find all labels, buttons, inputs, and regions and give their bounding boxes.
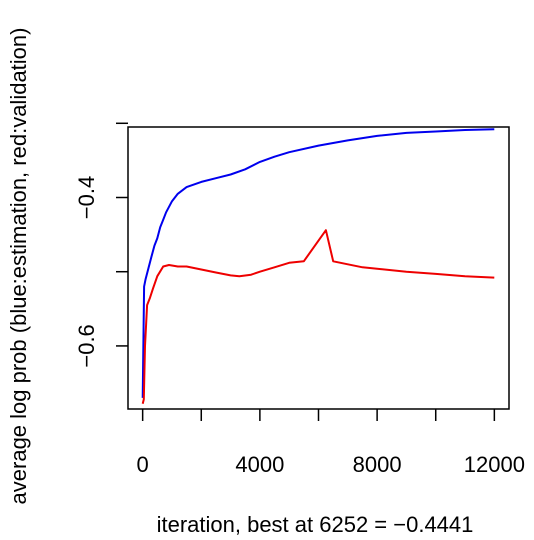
x-axis-title: iteration, best at 6252 = −0.4441 [157,512,474,537]
series-layer [141,128,495,405]
x-tick-label: 12000 [464,452,525,477]
series-line-0 [141,128,495,398]
series-line-1 [141,229,495,405]
x-tick-label: 4000 [235,452,284,477]
y-axis-title: average log prob (blue:estimation, red:v… [6,28,31,505]
x-tick-label: 0 [137,452,149,477]
y-tick-label: −0.6 [74,324,99,367]
x-tick-label: 8000 [353,452,402,477]
x-axis: 0 4000 8000 12000 [137,409,525,477]
y-axis: −0.4 −0.6 [74,122,128,368]
y-tick-label: −0.4 [74,176,99,219]
plot-box [127,126,510,410]
